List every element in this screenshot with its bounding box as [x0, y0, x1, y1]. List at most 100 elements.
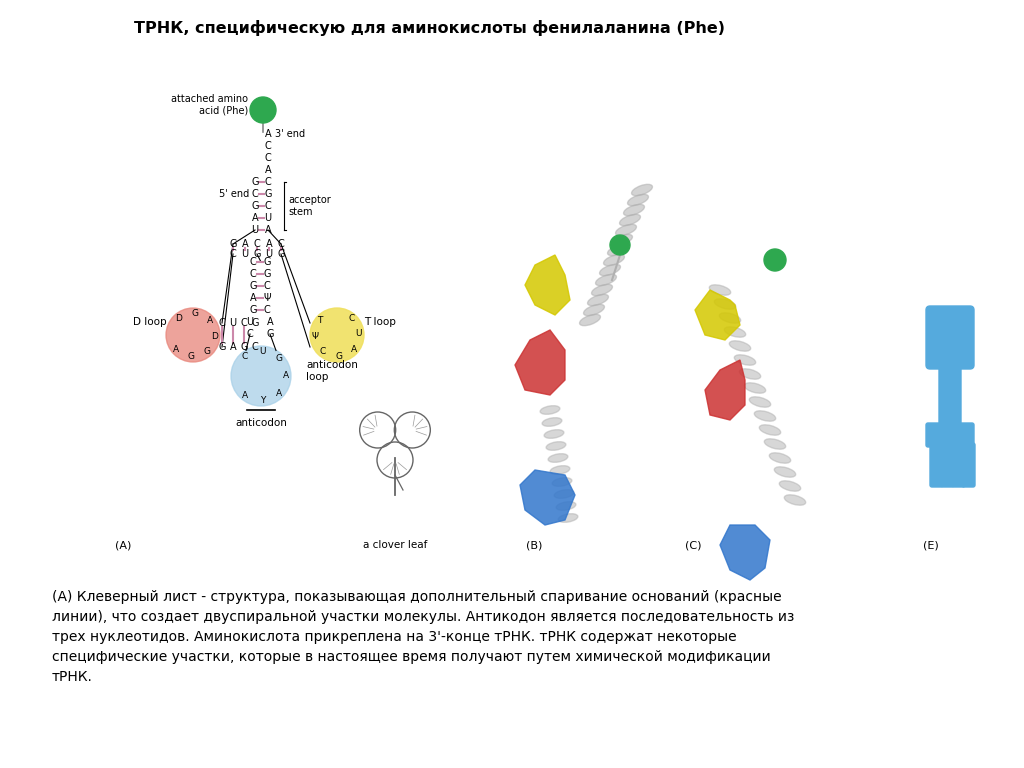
Ellipse shape: [540, 406, 560, 414]
Text: C: C: [319, 347, 326, 356]
Text: C: C: [263, 305, 270, 315]
Text: C: C: [252, 189, 258, 199]
Text: A: A: [351, 345, 357, 353]
Polygon shape: [525, 255, 570, 315]
FancyBboxPatch shape: [939, 363, 961, 427]
Circle shape: [166, 308, 220, 362]
Text: U: U: [242, 249, 249, 259]
Text: T: T: [317, 316, 323, 326]
Text: (E): (E): [923, 540, 939, 550]
Text: A: A: [242, 239, 248, 249]
Text: A: A: [173, 345, 179, 353]
Text: Ψ: Ψ: [311, 333, 318, 342]
Ellipse shape: [774, 467, 796, 477]
Ellipse shape: [719, 313, 740, 323]
Text: G: G: [204, 347, 211, 356]
Text: A: A: [276, 389, 283, 398]
Text: 3' end: 3' end: [275, 129, 305, 139]
Text: acceptor
stem: acceptor stem: [288, 195, 331, 217]
Ellipse shape: [554, 490, 573, 498]
Text: anticodon
loop: anticodon loop: [306, 360, 357, 382]
Ellipse shape: [584, 304, 604, 316]
Text: C: C: [250, 269, 256, 279]
FancyBboxPatch shape: [952, 443, 965, 487]
Text: D loop: D loop: [133, 317, 167, 327]
Ellipse shape: [552, 478, 571, 486]
Text: a clover leaf: a clover leaf: [362, 540, 427, 550]
Text: C: C: [264, 153, 271, 163]
Text: U: U: [264, 213, 271, 223]
Ellipse shape: [744, 382, 766, 393]
Ellipse shape: [544, 429, 564, 439]
Text: G: G: [275, 354, 283, 363]
Ellipse shape: [580, 314, 600, 326]
Text: G: G: [191, 309, 199, 318]
Text: U: U: [259, 346, 265, 356]
Text: D: D: [175, 313, 182, 323]
Polygon shape: [695, 290, 740, 340]
Ellipse shape: [615, 224, 637, 236]
Text: (C): (C): [685, 540, 701, 550]
FancyBboxPatch shape: [926, 423, 974, 447]
Ellipse shape: [588, 294, 608, 306]
Ellipse shape: [546, 442, 566, 450]
Text: 5' end: 5' end: [219, 189, 249, 199]
Circle shape: [231, 346, 291, 406]
Ellipse shape: [779, 481, 801, 492]
Text: G: G: [218, 342, 225, 352]
Text: A: A: [265, 239, 272, 249]
Text: Y: Y: [260, 396, 265, 406]
Text: D: D: [212, 333, 218, 342]
Ellipse shape: [784, 495, 806, 505]
Text: A: A: [252, 213, 258, 223]
Text: G: G: [251, 177, 259, 187]
Text: A: A: [264, 165, 271, 175]
Text: G: G: [253, 249, 261, 259]
Polygon shape: [515, 330, 565, 395]
Text: C: C: [242, 353, 248, 362]
Ellipse shape: [548, 454, 568, 462]
Text: A: A: [264, 129, 271, 139]
Text: anticodon: anticodon: [236, 418, 287, 428]
Text: U: U: [355, 329, 362, 338]
Circle shape: [764, 249, 786, 271]
Text: U: U: [252, 225, 259, 235]
Text: C: C: [247, 329, 253, 339]
Ellipse shape: [542, 418, 562, 426]
Text: C: C: [250, 257, 256, 267]
Ellipse shape: [755, 411, 776, 421]
Text: Ψ: Ψ: [263, 293, 270, 303]
Text: (B): (B): [526, 540, 543, 550]
Ellipse shape: [603, 254, 625, 266]
Polygon shape: [705, 360, 745, 420]
Text: G: G: [187, 353, 195, 362]
Text: G: G: [264, 189, 271, 199]
Ellipse shape: [596, 274, 616, 286]
Text: C: C: [219, 318, 225, 328]
Ellipse shape: [624, 204, 644, 216]
Text: G: G: [278, 249, 285, 259]
Ellipse shape: [632, 184, 652, 196]
Ellipse shape: [550, 465, 570, 475]
Ellipse shape: [729, 341, 751, 351]
Text: G: G: [229, 239, 237, 249]
Ellipse shape: [556, 502, 575, 510]
Ellipse shape: [592, 284, 612, 296]
Text: C: C: [252, 342, 258, 352]
Ellipse shape: [715, 299, 735, 310]
Text: A: A: [207, 316, 213, 326]
Text: C: C: [264, 141, 271, 151]
Text: A: A: [264, 225, 271, 235]
Text: (А) Клеверный лист - структура, показывающая дополнительный спаривание оснований: (А) Клеверный лист - структура, показыва…: [52, 590, 795, 684]
Text: C: C: [264, 177, 271, 187]
Ellipse shape: [724, 327, 745, 337]
Ellipse shape: [599, 264, 621, 276]
FancyBboxPatch shape: [926, 306, 974, 369]
Text: (A): (A): [115, 540, 131, 550]
Text: A: A: [250, 293, 256, 303]
Text: U: U: [265, 249, 272, 259]
Text: G: G: [251, 201, 259, 211]
Text: G: G: [263, 269, 270, 279]
Text: C: C: [229, 249, 237, 259]
Text: C: C: [264, 201, 271, 211]
